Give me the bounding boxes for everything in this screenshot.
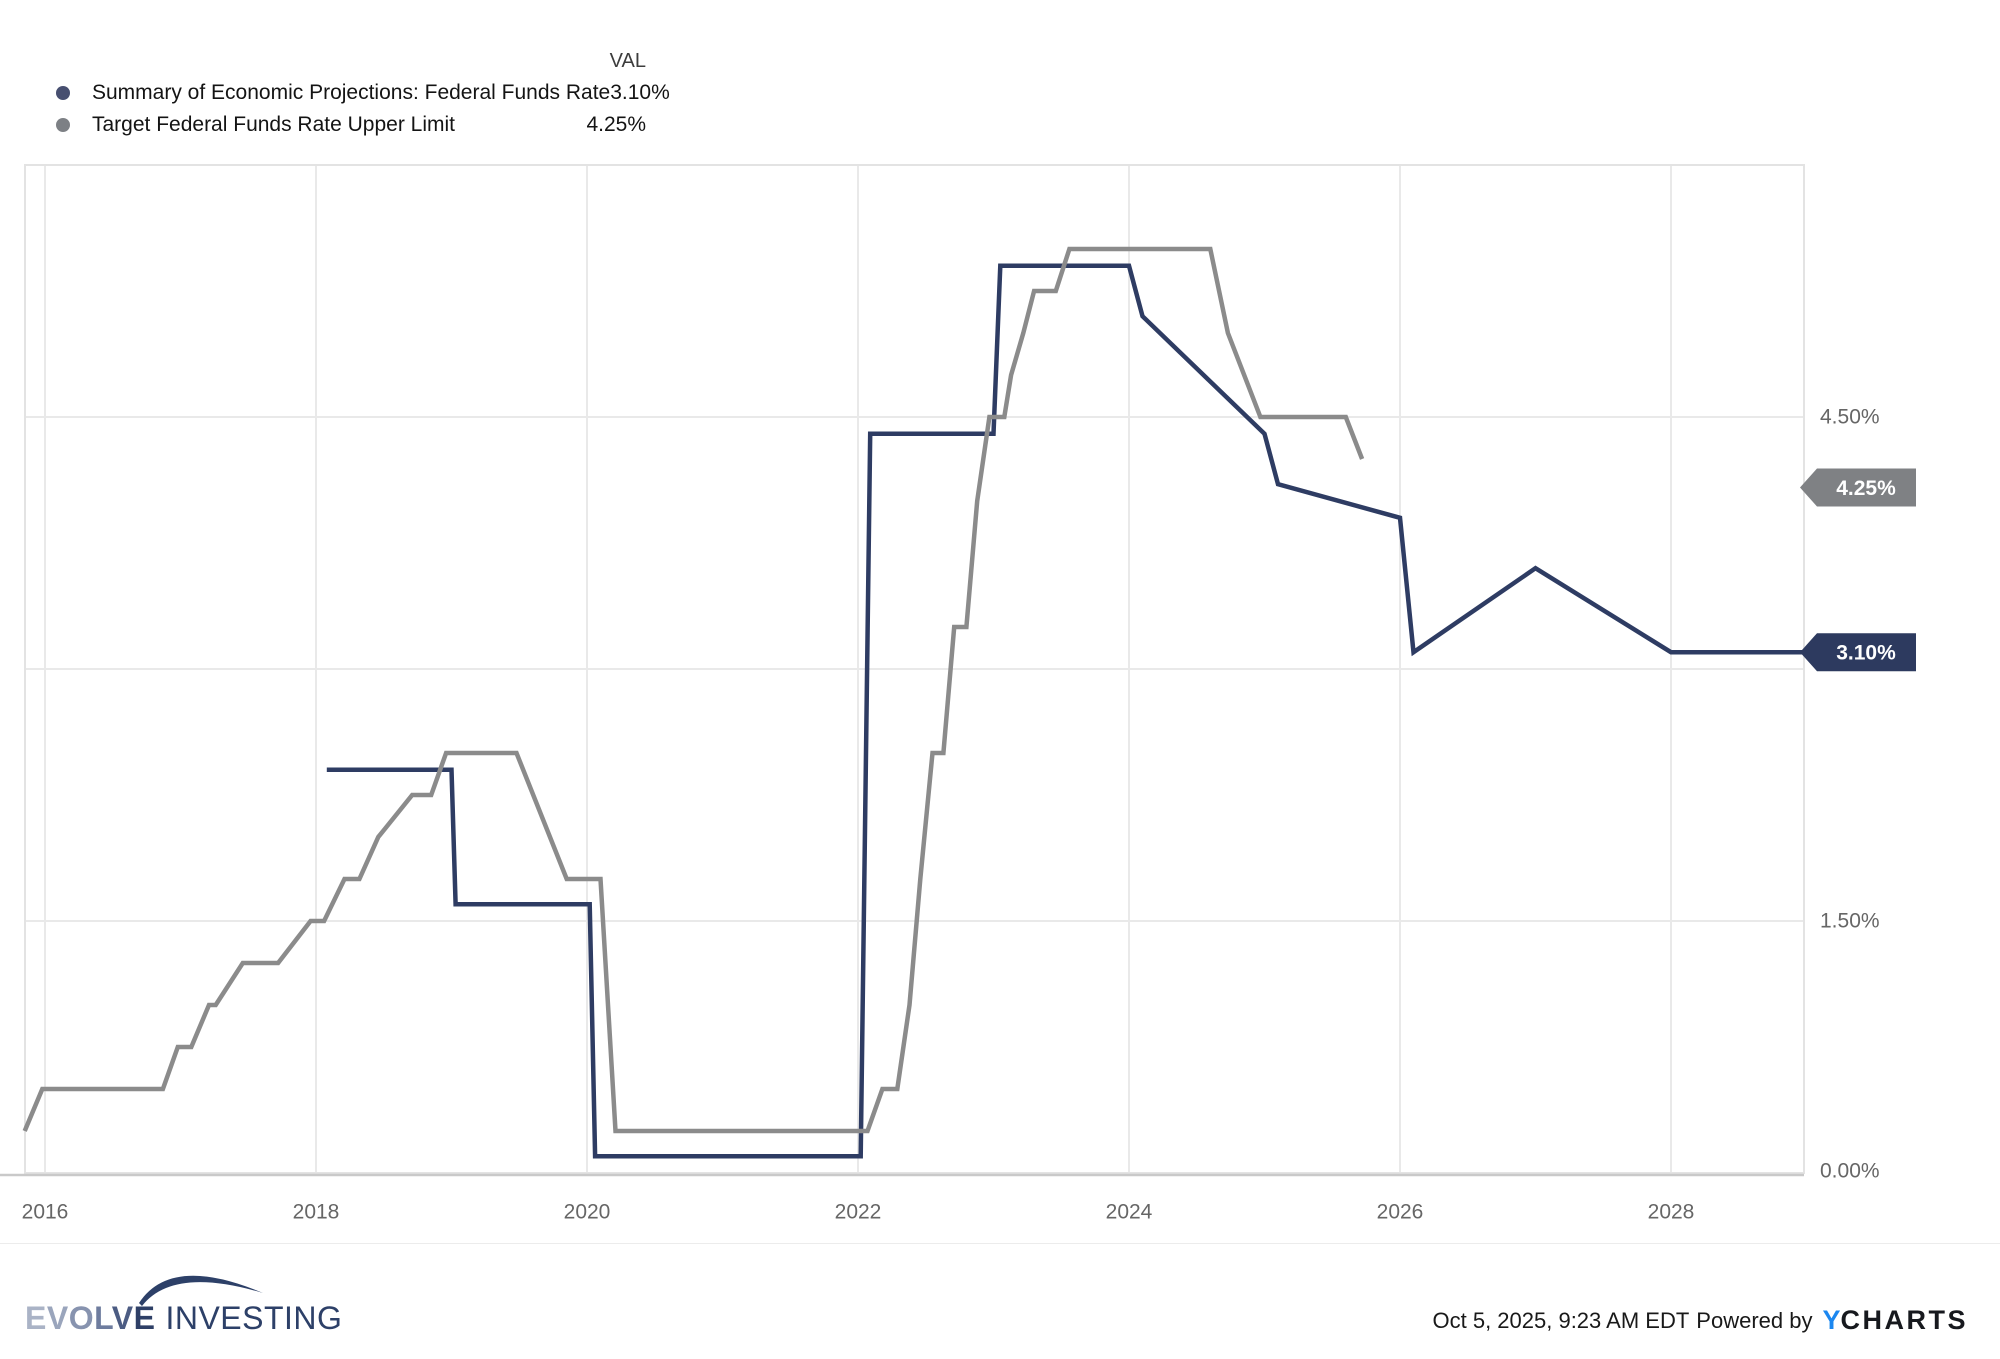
x-tick-label: 2020 xyxy=(564,1201,611,1224)
x-tick-label: 2026 xyxy=(1377,1201,1424,1224)
ycharts-y-glyph: Y xyxy=(1822,1305,1841,1335)
x-tick-label: 2024 xyxy=(1106,1201,1153,1224)
logo-swoosh-icon xyxy=(139,1275,263,1306)
brand-letter: O xyxy=(68,1300,95,1336)
legend-row-sep[interactable]: Summary of Economic Projections: Federal… xyxy=(0,77,670,109)
legend-row-target-rate[interactable]: Target Federal Funds Rate Upper Limit 4.… xyxy=(0,109,646,141)
ycharts-charts-text: CHARTS xyxy=(1840,1305,1968,1335)
ycharts-logo[interactable]: YCHARTS xyxy=(1822,1305,1968,1336)
footer-stamp: Oct 5, 2025, 9:23 AM EDT Powered by YCHA… xyxy=(1433,1305,1969,1336)
footer-divider xyxy=(0,1243,2000,1244)
legend-label: Summary of Economic Projections: Federal… xyxy=(92,81,611,104)
value-badge-label: 4.25% xyxy=(1836,477,1896,500)
brand-letter: L xyxy=(94,1300,112,1336)
legend-value: 3.10% xyxy=(610,81,670,104)
legend-label: Target Federal Funds Rate Upper Limit xyxy=(92,113,455,136)
timestamp-text: Oct 5, 2025, 9:23 AM EDT xyxy=(1432,1307,1690,1333)
legend-value: 4.25% xyxy=(586,113,646,136)
series-dot-icon xyxy=(56,118,70,132)
value-badge xyxy=(1800,633,1916,672)
chart-legend: VAL Summary of Economic Projections: Fed… xyxy=(0,0,670,141)
y-tick-label: 4.50% xyxy=(1820,406,1880,429)
evolve-investing-logo: EVOLVE INVESTING xyxy=(25,1275,343,1337)
series-line-sep[interactable] xyxy=(326,263,1804,1159)
legend-val-header: VAL xyxy=(609,50,646,72)
brand-word-evolve: EVOLVE xyxy=(25,1300,155,1336)
x-tick-label: 2028 xyxy=(1648,1201,1695,1224)
brand-letter: E xyxy=(25,1300,47,1336)
x-tick-label: 2018 xyxy=(293,1201,340,1224)
powered-by-text: Powered by xyxy=(1696,1307,1813,1333)
x-tick-label: 2022 xyxy=(835,1201,882,1224)
y-tick-label: 0.00% xyxy=(1820,1160,1880,1183)
brand-letter: V xyxy=(111,1300,134,1336)
brand-letter: E xyxy=(133,1300,156,1336)
y-tick-label: 1.50% xyxy=(1820,910,1880,933)
brand-letter: V xyxy=(46,1300,69,1336)
value-badge-label: 3.10% xyxy=(1836,642,1896,665)
series-dot-icon xyxy=(56,86,70,100)
series-line-target-upper-limit[interactable] xyxy=(22,246,1365,1134)
x-tick-label: 2016 xyxy=(22,1201,69,1224)
value-badge xyxy=(1800,468,1916,507)
plot-border xyxy=(24,164,1805,1174)
brand-word-investing: INVESTING xyxy=(165,1300,343,1336)
